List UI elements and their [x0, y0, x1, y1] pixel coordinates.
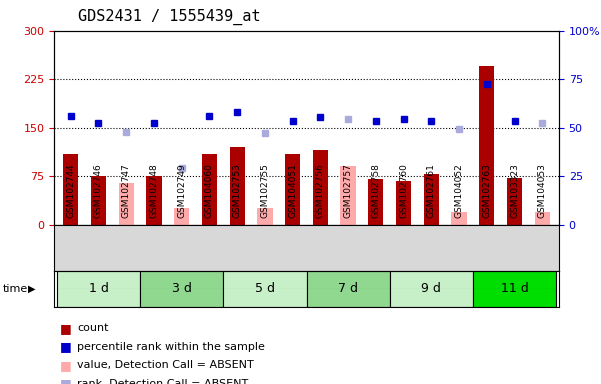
Text: rank, Detection Call = ABSENT: rank, Detection Call = ABSENT	[77, 379, 248, 384]
Bar	[473, 271, 556, 307]
Bar	[140, 271, 224, 307]
Text: 11 d: 11 d	[501, 283, 528, 295]
Bar	[230, 147, 245, 225]
Bar	[285, 154, 300, 225]
Text: ■: ■	[60, 322, 72, 335]
Bar	[118, 183, 134, 225]
Bar	[368, 179, 383, 225]
Bar	[535, 212, 550, 225]
Text: GDS2431 / 1555439_at: GDS2431 / 1555439_at	[78, 9, 261, 25]
Bar	[146, 176, 162, 225]
Text: value, Detection Call = ABSENT: value, Detection Call = ABSENT	[77, 360, 254, 370]
Bar	[202, 154, 217, 225]
Text: 9 d: 9 d	[421, 283, 441, 295]
Text: 1 d: 1 d	[88, 283, 108, 295]
Bar	[341, 167, 356, 225]
Text: percentile rank within the sample: percentile rank within the sample	[77, 342, 265, 352]
Text: ■: ■	[60, 377, 72, 384]
Text: ■: ■	[60, 340, 72, 353]
Text: ■: ■	[60, 359, 72, 372]
Text: 3 d: 3 d	[172, 283, 192, 295]
Text: ▶: ▶	[28, 284, 35, 294]
Bar	[479, 66, 495, 225]
Bar	[451, 212, 467, 225]
Text: 5 d: 5 d	[255, 283, 275, 295]
Bar	[507, 178, 522, 225]
Bar	[389, 271, 473, 307]
Bar	[307, 271, 389, 307]
Bar	[91, 176, 106, 225]
Text: 7 d: 7 d	[338, 283, 358, 295]
Bar	[224, 271, 307, 307]
Text: time: time	[3, 284, 28, 294]
Bar	[396, 181, 411, 225]
Text: count: count	[77, 323, 108, 333]
Bar	[57, 271, 140, 307]
Bar	[63, 154, 78, 225]
Bar	[313, 150, 328, 225]
Bar	[174, 209, 189, 225]
Bar	[257, 209, 272, 225]
Bar	[424, 174, 439, 225]
